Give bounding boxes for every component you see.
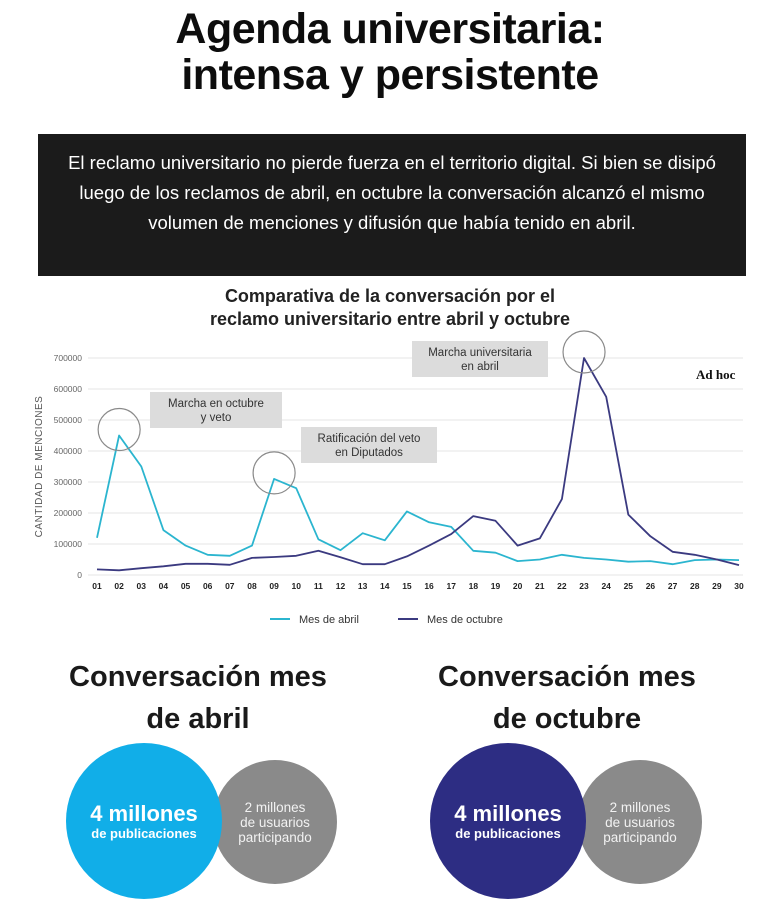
x-tick-label: 29 [712,581,722,591]
april-heading: Conversación mes de abril [18,656,378,740]
october-publications-circle: 4 millones de publicaciones [430,743,586,899]
x-tick-label: 02 [114,581,124,591]
y-tick-label: 0 [77,570,82,580]
annotation-text: en Diputados [335,447,403,459]
x-tick-label: 21 [535,581,545,591]
x-tick-label: 09 [269,581,279,591]
x-tick-label: 15 [402,581,412,591]
annotation-box [150,392,282,428]
y-tick-label: 200000 [54,508,83,518]
october-users-circle: 2 millones de usuarios participando [578,760,702,884]
chart-title-line-2: reclamo universitario entre abril y octu… [209,309,571,329]
y-tick-label: 700000 [54,353,83,363]
october-heading: Conversación mes de octubre [387,656,747,740]
x-tick-label: 25 [624,581,634,591]
april-users-circle: 2 millones de usuarios participando [213,760,337,884]
x-tick-label: 12 [336,581,346,591]
y-tick-label: 100000 [54,539,83,549]
x-tick-label: 18 [469,581,479,591]
october-users-line-1: 2 millones [609,799,671,815]
title-line-2: intensa y persistente [181,51,599,99]
y-tick-label: 600000 [54,384,83,394]
april-users-line-2: de usuarios [240,814,310,830]
x-tick-label: 07 [225,581,235,591]
annotation-box [301,427,437,463]
april-users-line-1: 2 millones [244,799,306,815]
x-tick-label: 27 [668,581,678,591]
peak-circle-april-09 [252,451,296,495]
x-tick-label: 04 [159,581,169,591]
x-tick-label: 01 [92,581,102,591]
intro-text: El reclamo universitario no pierde fuerz… [68,152,716,233]
legend-label-october: Mes de octubre [427,614,503,626]
page-title: Agenda universitaria: intensa y persiste… [0,6,780,98]
chart-title-line-1: Comparativa de la conversación por el [224,286,556,306]
annotation-text: Ratificación del veto [318,433,421,445]
x-tick-label: 13 [358,581,368,591]
intro-box: El reclamo universitario no pierde fuerz… [38,134,746,276]
x-tick-label: 10 [292,581,302,591]
annotation-text: Marcha en octubre [168,398,264,410]
april-publications-circle: 4 millones de publicaciones [66,743,222,899]
legend-label-april: Mes de abril [299,614,359,626]
october-users-line-2: de usuarios [605,814,675,830]
october-publications-number: 4 millones [454,800,562,826]
x-tick-label: 11 [314,581,323,591]
title-line-1: Agenda universitaria: [175,5,605,53]
annotation-text: y veto [201,412,232,424]
x-tick-label: 17 [446,581,456,591]
april-publications-number: 4 millones [90,800,198,826]
watermark-text: Ad hoc [696,367,736,382]
line-chart: 0 100000 200000 300000 400000 500000 600000 700… [34,330,744,626]
x-tick-label: 05 [181,581,191,591]
peak-circle-october-23 [562,330,606,374]
x-tick-label: 24 [601,581,611,591]
april-users-line-3: participando [238,829,312,845]
y-axis-label: CANTIDAD DE MENCIONES [34,396,45,538]
october-users-line-3: participando [603,829,677,845]
april-publications-label: de publicaciones [91,825,197,841]
x-tick-label: 14 [380,581,390,591]
x-tick-label: 16 [424,581,434,591]
x-tick-label: 08 [247,581,257,591]
x-tick-label: 03 [137,581,147,591]
x-tick-label: 20 [513,581,523,591]
x-tick-label: 26 [646,581,656,591]
chart-title: Comparativa de la conversación por el re… [0,285,780,331]
x-tick-label: 22 [557,581,567,591]
october-publications-label: de publicaciones [455,825,561,841]
annotation-text: Marcha universitaria [428,347,532,359]
x-tick-label: 23 [579,581,589,591]
y-tick-label: 400000 [54,446,83,456]
annotation-box [412,341,548,377]
annotation-text: en abril [461,361,499,373]
april-heading-line-2: de abril [146,703,250,735]
october-heading-line-2: de octubre [492,703,642,735]
x-tick-label: 30 [734,581,744,591]
x-tick-label: 19 [491,581,501,591]
y-tick-label: 300000 [54,477,83,487]
peak-circle-april-02 [97,407,141,452]
y-tick-label: 500000 [54,415,83,425]
series-line-april [96,434,740,566]
october-heading-line-1: Conversación mes [438,661,696,693]
x-tick-label: 06 [203,581,213,591]
x-tick-label: 28 [690,581,700,591]
series-line-october [96,357,740,572]
april-heading-line-1: Conversación mes [69,661,327,693]
